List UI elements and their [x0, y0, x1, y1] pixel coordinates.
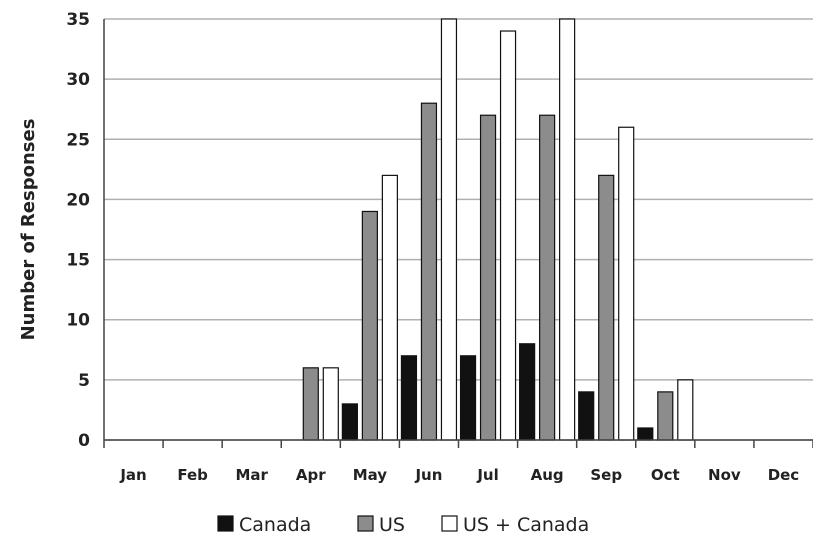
bar-us-sep — [598, 174, 615, 441]
bar-us-canada-oct — [677, 379, 694, 441]
x-tick-label: Jun — [414, 466, 442, 484]
x-tick-label: Jan — [119, 466, 146, 484]
bar-us-oct — [657, 391, 674, 441]
y-axis-ticks: 0 5 10 15 20 25 30 35 — [66, 10, 90, 451]
bar-us-canada-may — [381, 174, 398, 441]
x-tick-label: Feb — [177, 466, 208, 484]
y-tick-label: 20 — [66, 190, 90, 210]
bars — [302, 18, 694, 441]
bar-us-jun — [420, 102, 438, 441]
bar-canada-may — [341, 403, 358, 441]
bar-canada-jul — [459, 355, 477, 441]
bar-us-jul — [479, 114, 497, 441]
x-tick-label: May — [353, 466, 388, 484]
x-axis-ticks: Jan Feb Mar Apr May Jun Jul Aug Sep Oct Nov Dec — [119, 466, 799, 484]
legend-swatch — [217, 515, 234, 532]
bar-us-canada-sep — [618, 126, 635, 441]
legend-label: US + Canada — [463, 514, 589, 536]
bar-us-apr — [302, 367, 319, 441]
bar-us-canada-jul — [499, 30, 517, 441]
x-tick-label: Dec — [768, 466, 800, 484]
bar-canada-aug — [519, 343, 536, 441]
gridlines — [104, 18, 813, 441]
y-axis-label: Number of Responses — [18, 119, 39, 341]
x-tick-label: Sep — [590, 466, 622, 484]
bar-us-canada-aug — [559, 18, 576, 441]
bar-us-canada-apr — [322, 367, 339, 441]
x-tick-label: Jul — [476, 466, 498, 484]
x-tick-label: Mar — [235, 466, 268, 484]
x-tick-label: Apr — [296, 466, 326, 484]
y-tick-label: 10 — [66, 311, 90, 331]
legend-swatch — [441, 515, 458, 532]
y-tick-label: 15 — [66, 251, 90, 271]
axes — [103, 19, 813, 448]
bar-canada-oct — [637, 427, 654, 441]
bar-canada-sep — [578, 391, 595, 441]
y-tick-label: 25 — [66, 130, 90, 150]
x-tick-label: Nov — [708, 466, 741, 484]
legend-swatch — [357, 515, 374, 532]
bar-canada-jun — [400, 355, 418, 441]
bar-us-may — [361, 210, 378, 441]
x-tick-label: Oct — [651, 466, 680, 484]
legend-label: US — [379, 514, 405, 536]
x-tick-label: Aug — [531, 466, 564, 484]
bar-us-aug — [539, 114, 556, 441]
legend-label: Canada — [239, 514, 311, 536]
y-tick-label: 5 — [78, 371, 90, 391]
y-tick-label: 30 — [66, 70, 90, 90]
legend: Canada US US + Canada — [217, 514, 589, 536]
y-tick-label: 35 — [66, 10, 90, 30]
bar-us-canada-jun — [440, 18, 458, 441]
y-tick-label: 0 — [78, 431, 90, 451]
